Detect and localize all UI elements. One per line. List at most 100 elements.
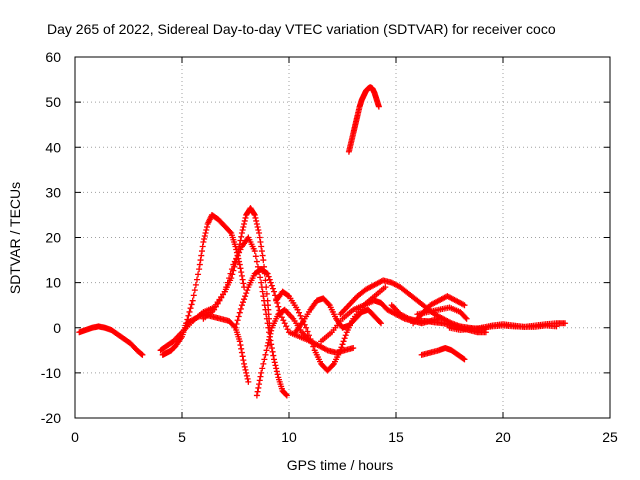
data-point-plus (562, 320, 569, 327)
data-point-plus (238, 345, 245, 352)
data-point-plus (191, 287, 198, 294)
data-point-plus (294, 306, 301, 313)
data-point-plus (227, 228, 234, 235)
data-point-plus (258, 243, 265, 250)
data-point-plus (310, 343, 317, 350)
x-tick-label: 25 (602, 429, 618, 445)
data-point-plus (243, 372, 250, 379)
data-point-plus (307, 336, 314, 343)
data-point-plus (251, 248, 258, 255)
data-point-plus (201, 236, 208, 243)
data-point-plus (239, 353, 246, 360)
data-point-plus (283, 392, 290, 399)
data-point-plus (241, 360, 248, 367)
data-point-plus (461, 302, 468, 309)
data-point-plus (232, 243, 239, 250)
data-point-plus (211, 306, 218, 313)
data-point-plus (185, 312, 192, 319)
data-point-plus (461, 356, 468, 363)
data-point-plus (242, 366, 249, 373)
data-point-plus (238, 272, 245, 279)
data-point-plus (256, 381, 263, 388)
data-point-plus (284, 326, 291, 333)
data-point-plus (260, 293, 267, 300)
data-point-plus (200, 239, 207, 246)
data-point-plus (198, 252, 205, 259)
data-point-plus (255, 384, 262, 391)
data-point-plus (227, 270, 234, 277)
data-point-plus (339, 341, 346, 348)
data-point-plus (240, 357, 247, 364)
data-point-plus (195, 271, 202, 278)
data-point-plus (242, 214, 249, 221)
data-point-plus (238, 302, 245, 309)
data-point-plus (261, 356, 268, 363)
data-point-plus (245, 378, 252, 385)
data-point-plus (258, 369, 265, 376)
data-point-plus (308, 339, 315, 346)
data-point-plus (254, 388, 261, 395)
data-point-plus (226, 275, 233, 282)
data-point-plus (201, 232, 208, 239)
data-point-plus (262, 351, 269, 358)
data-point-plus (251, 210, 258, 217)
data-point-plus (243, 290, 250, 297)
data-point-plus (305, 332, 312, 339)
grid-lines (75, 57, 610, 418)
data-point-plus (224, 279, 231, 286)
data-point-plus (232, 324, 239, 331)
data-point-plus (244, 287, 251, 294)
x-tick-label: 10 (281, 429, 297, 445)
data-point-plus (270, 352, 277, 359)
data-point-plus (237, 246, 244, 253)
data-point-plus (252, 253, 259, 260)
data-point-plus (265, 273, 272, 280)
data-point-plus (268, 327, 275, 334)
data-point-plus (237, 265, 244, 272)
data-point-plus (233, 255, 240, 262)
data-point-plus (259, 365, 266, 372)
data-point-plus (238, 269, 245, 276)
data-point-plus (260, 360, 267, 367)
y-tick-label: 30 (45, 184, 61, 200)
data-point-plus (275, 303, 282, 310)
data-point-plus (235, 313, 242, 320)
data-point-plus (259, 288, 266, 295)
data-point-plus (241, 220, 248, 227)
data-point-plus (263, 347, 270, 354)
y-tick-label: 60 (45, 49, 61, 65)
data-point-plus (239, 299, 246, 306)
series-arc-12 (345, 84, 382, 155)
data-point-plus (253, 220, 260, 227)
y-tick-label: 0 (53, 320, 61, 336)
data-point-plus (240, 280, 247, 287)
data-point-plus (202, 229, 209, 236)
data-series (76, 84, 569, 399)
data-point-plus (261, 302, 268, 309)
data-point-plus (325, 301, 332, 308)
data-point-plus (138, 351, 145, 358)
x-tick-label: 20 (495, 429, 511, 445)
data-point-plus (266, 333, 273, 340)
data-point-plus (238, 233, 245, 240)
data-point-plus (230, 261, 237, 268)
data-point-plus (236, 309, 243, 316)
data-point-plus (258, 279, 265, 286)
data-point-plus (274, 371, 281, 378)
series-arc-1 (76, 323, 146, 358)
y-tick-label: -10 (41, 365, 61, 381)
data-point-plus (252, 214, 259, 221)
data-point-plus (256, 229, 263, 236)
data-point-plus (269, 348, 276, 355)
data-point-plus (238, 229, 245, 236)
data-point-plus (193, 276, 200, 283)
data-point-plus (340, 338, 347, 345)
data-point-plus (203, 223, 210, 230)
chart-title: Day 265 of 2022, Sidereal Day-to-day VTE… (47, 21, 556, 37)
data-point-plus (239, 226, 246, 233)
data-point-plus (266, 336, 273, 343)
data-point-plus (350, 345, 357, 352)
data-point-plus (251, 211, 258, 218)
data-point-plus (237, 342, 244, 349)
data-point-plus (186, 308, 193, 315)
